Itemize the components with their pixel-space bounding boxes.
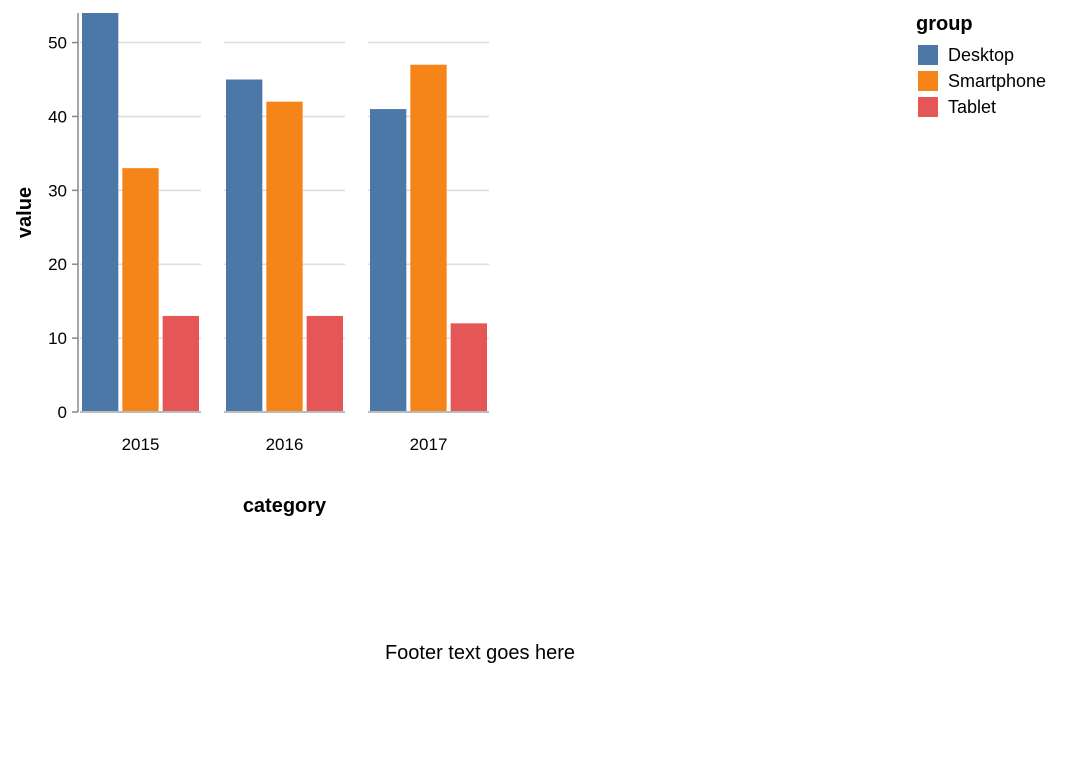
y-tick-label: 0 — [58, 403, 67, 422]
x-category-label: 2017 — [410, 435, 448, 454]
y-tick-label: 40 — [48, 107, 67, 126]
legend-swatch-desktop — [918, 45, 938, 65]
legend-label-desktop: Desktop — [948, 45, 1014, 65]
x-category-label: 2015 — [122, 435, 160, 454]
y-tick-label: 10 — [48, 329, 67, 348]
y-tick-label: 20 — [48, 255, 67, 274]
x-axis-tick-labels: 2015 2016 2017 — [122, 435, 448, 454]
bar-desktop-2016 — [226, 79, 263, 412]
x-category-label: 2016 — [266, 435, 304, 454]
y-axis: 0 10 20 30 40 50 — [48, 13, 79, 422]
bar-desktop-2017 — [370, 109, 407, 413]
legend-label-tablet: Tablet — [948, 97, 996, 117]
x-axis-title: category — [243, 495, 327, 517]
bar-smartphone-2015 — [122, 168, 159, 412]
legend-label-smartphone: Smartphone — [948, 71, 1046, 91]
bar-desktop-2015 — [82, 13, 119, 412]
legend: group Desktop Smartphone Tablet — [916, 13, 1046, 117]
legend-swatch-tablet — [918, 97, 938, 117]
bar-tablet-2017 — [450, 323, 487, 412]
bar-tablet-2015 — [162, 315, 199, 412]
bar-smartphone-2017 — [410, 64, 447, 412]
y-tick-label: 50 — [48, 34, 67, 53]
legend-title: group — [916, 13, 973, 35]
y-axis-title: value — [14, 187, 36, 238]
bar-smartphone-2016 — [266, 101, 303, 413]
legend-swatch-smartphone — [918, 71, 938, 91]
footer-text: Footer text goes here — [384, 642, 576, 664]
bar-tablet-2016 — [306, 315, 343, 412]
bars — [82, 13, 487, 413]
y-tick-label: 30 — [48, 181, 67, 200]
